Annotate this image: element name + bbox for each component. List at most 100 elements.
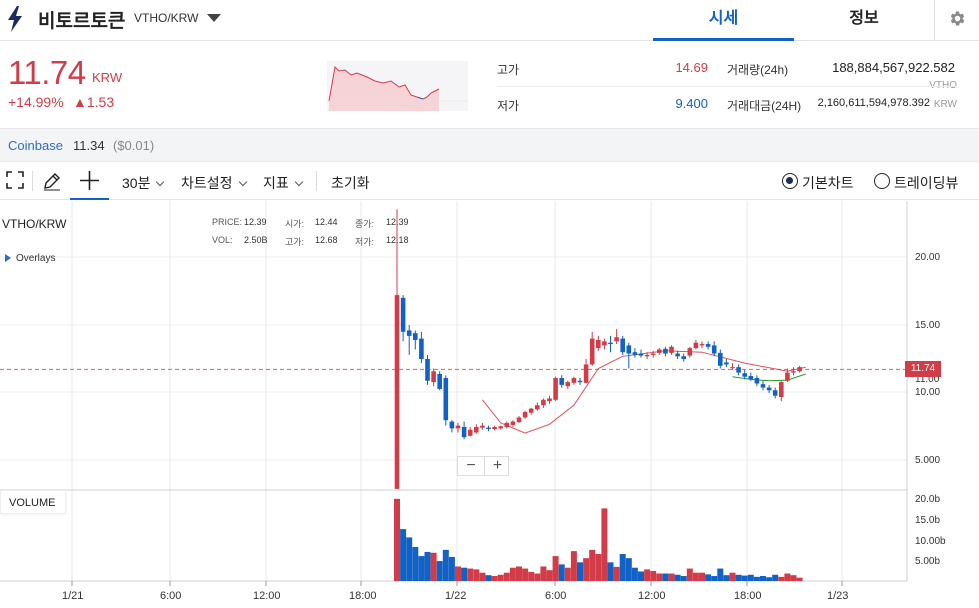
zoom-out-button[interactable]: − xyxy=(466,457,476,474)
candles xyxy=(394,209,802,489)
volume-bar xyxy=(607,562,614,581)
y-volume-tick-label: 15.0b xyxy=(915,515,941,526)
volume-bar xyxy=(717,568,724,581)
x-tick-label: 1/23 xyxy=(827,590,849,602)
candle-body xyxy=(583,364,589,383)
volume-bar xyxy=(784,573,791,581)
candle-body xyxy=(791,371,796,373)
ohlc-price-label: PRICE: xyxy=(212,217,243,227)
candle-body xyxy=(779,382,784,398)
volume-bar xyxy=(680,576,687,581)
y-volume-tick-label: 10.00b xyxy=(915,536,946,547)
volume-bar xyxy=(412,546,419,581)
high-value: 14.69 xyxy=(675,60,708,75)
volume-bar xyxy=(668,573,675,581)
candle-body xyxy=(535,405,540,410)
volume-bar xyxy=(625,558,632,581)
chart-settings-dropdown[interactable]: 차트설정 xyxy=(181,173,247,193)
volume-bar xyxy=(741,575,748,581)
candle-body xyxy=(687,348,693,356)
ohlc-low-label: 저가: xyxy=(355,237,375,247)
candle-body xyxy=(718,352,723,366)
chevron-down-icon xyxy=(294,177,304,187)
candle-body xyxy=(528,408,534,413)
coinbase-label[interactable]: Coinbase xyxy=(8,138,63,153)
volume-unit: VTHO xyxy=(929,80,957,91)
candle-body xyxy=(516,417,522,423)
candle-body xyxy=(620,338,625,353)
gear-icon xyxy=(950,11,965,26)
volume-bar xyxy=(564,567,571,581)
mini-price-chart xyxy=(327,61,468,111)
tab-info[interactable]: 정보 xyxy=(849,10,879,27)
crosshair-button[interactable] xyxy=(70,162,109,200)
candle-body xyxy=(705,344,711,347)
volume-label: 거래량(24h) xyxy=(727,63,789,77)
reset-button[interactable]: 초기화 xyxy=(331,175,370,191)
overlays-toggle[interactable]: Overlays xyxy=(5,253,55,264)
candle-body xyxy=(577,380,583,383)
tradingview-label[interactable]: 트레이딩뷰 xyxy=(894,175,959,191)
candle-body xyxy=(711,345,717,354)
candle-body xyxy=(394,295,400,489)
candle-body xyxy=(772,390,778,396)
candle-body xyxy=(553,378,558,400)
x-tick-label: 12:00 xyxy=(253,590,281,602)
tradingview-radio[interactable] xyxy=(874,173,890,189)
volume-bar xyxy=(503,572,510,581)
candlestick-chart[interactable] xyxy=(0,201,979,608)
tab-price[interactable]: 시세 xyxy=(653,0,794,41)
last-price-tag: 11.74 xyxy=(905,361,941,377)
candle-body xyxy=(669,346,674,353)
x-tick-label: 6:00 xyxy=(160,590,182,602)
candle-body xyxy=(522,412,528,418)
chevron-down-icon xyxy=(238,177,247,187)
ohlc-open-label: 시가: xyxy=(285,219,305,229)
ohlc-vol-value: 2.50B xyxy=(244,235,268,245)
x-tick-label: 18:00 xyxy=(734,590,762,602)
settings-button[interactable] xyxy=(934,0,979,41)
fullscreen-icon[interactable] xyxy=(6,171,24,189)
volume-bar xyxy=(418,556,425,581)
coin-name[interactable]: 비토르토큰 xyxy=(38,11,126,32)
volume-bar xyxy=(400,529,407,581)
volume-bar xyxy=(424,551,431,581)
candle-body xyxy=(608,342,613,345)
y-tick-label: 5.000 xyxy=(915,455,941,466)
interval-dropdown[interactable]: 30분 xyxy=(122,173,165,193)
coin-pair[interactable]: VTHO/KRW xyxy=(134,11,199,25)
stats-divider xyxy=(497,86,957,87)
volume-bar xyxy=(760,576,766,581)
x-tick-label: 12:00 xyxy=(638,590,666,602)
volume-bar xyxy=(699,572,705,581)
volume-bar xyxy=(711,576,718,581)
volume-bar xyxy=(589,549,596,581)
zoom-in-button[interactable]: + xyxy=(484,457,510,475)
volume-bar xyxy=(790,575,797,581)
ohlc-low-value: 12.18 xyxy=(386,235,409,245)
volume-bar xyxy=(516,566,522,581)
pencil-icon[interactable] xyxy=(42,171,62,191)
moving-average-line xyxy=(482,350,806,434)
basic-chart-radio[interactable] xyxy=(782,173,798,189)
toolbar-divider xyxy=(32,171,33,191)
volume-bar xyxy=(674,574,681,581)
chart-toolbar: 30분 차트설정 지표 초기화 기본차트 트레이딩뷰 xyxy=(0,162,979,200)
basic-chart-label[interactable]: 기본차트 xyxy=(802,175,854,191)
volume-bar xyxy=(577,562,583,581)
ohlc-high-value: 12.68 xyxy=(315,235,338,245)
candle-body xyxy=(571,378,577,383)
coinbase-diff: ($0.01) xyxy=(113,138,155,153)
chart-grid xyxy=(0,201,908,586)
volume-bar xyxy=(638,571,644,581)
chevron-down-icon[interactable] xyxy=(207,14,221,22)
candle-body xyxy=(498,426,503,429)
low-value: 9.400 xyxy=(675,96,708,111)
candle-body xyxy=(766,387,772,391)
volume-bar xyxy=(570,551,577,581)
amount-value: 2,160,611,594,978.392 xyxy=(817,97,930,109)
indicator-dropdown[interactable]: 지표 xyxy=(263,173,304,193)
x-tick-label: 1/21 xyxy=(62,590,84,602)
candle-body xyxy=(455,425,461,429)
candle-body xyxy=(693,342,699,349)
